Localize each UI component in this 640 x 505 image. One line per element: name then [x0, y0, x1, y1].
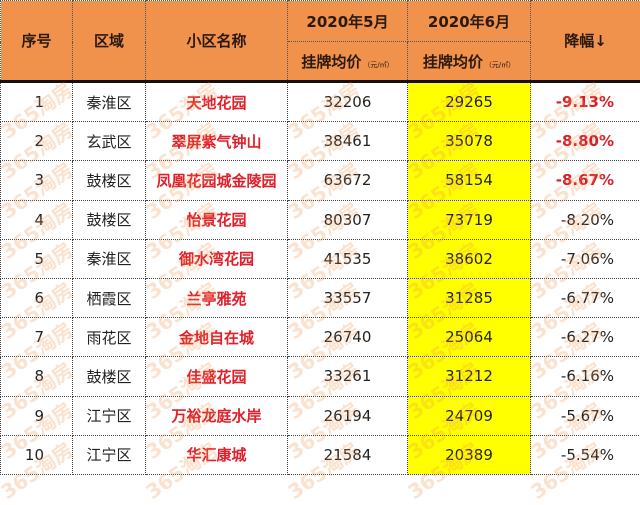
row-may-price: 33261 — [288, 357, 408, 396]
row-drop: -7.06% — [531, 239, 640, 278]
row-may-price: 26740 — [288, 318, 408, 357]
row-index: 1 — [1, 82, 73, 122]
row-index: 9 — [1, 396, 73, 435]
row-index: 8 — [1, 357, 73, 396]
row-may-price: 63672 — [288, 161, 408, 200]
row-community-name: 天地花园 — [146, 82, 288, 122]
header-community: 小区名称 — [146, 1, 288, 82]
row-district: 鼓楼区 — [73, 357, 146, 396]
header-district: 区域 — [73, 1, 146, 82]
row-drop: -6.16% — [531, 357, 640, 396]
row-index: 5 — [1, 239, 73, 278]
row-community-name: 怡景花园 — [146, 200, 288, 239]
row-drop: -6.77% — [531, 278, 640, 317]
row-june-price: 58154 — [408, 161, 531, 200]
row-community-name: 万裕龙庭水岸 — [146, 396, 288, 435]
row-district: 鼓楼区 — [73, 161, 146, 200]
price-label: 挂牌均价 — [301, 53, 361, 71]
row-drop: -8.67% — [531, 161, 640, 200]
row-june-price: 29265 — [408, 82, 531, 122]
header-may-price: 挂牌均价（元/㎡） — [288, 42, 408, 82]
row-index: 7 — [1, 318, 73, 357]
row-drop: -5.67% — [531, 396, 640, 435]
row-district: 鼓楼区 — [73, 200, 146, 239]
row-community-name: 兰亭雅苑 — [146, 278, 288, 317]
row-drop: -6.27% — [531, 318, 640, 357]
row-june-price: 73719 — [408, 200, 531, 239]
row-district: 江宁区 — [73, 396, 146, 435]
row-drop: -9.13% — [531, 82, 640, 122]
row-community-name: 御水湾花园 — [146, 239, 288, 278]
row-district: 栖霞区 — [73, 278, 146, 317]
header-drop: 降幅↓ — [531, 1, 640, 82]
row-drop: -5.54% — [531, 435, 640, 474]
price-drop-table: 序号 区域 小区名称 2020年5月 2020年6月 降幅↓ 挂牌均价（元/㎡）… — [0, 0, 640, 475]
row-community-name: 佳盛花园 — [146, 357, 288, 396]
row-may-price: 41535 — [288, 239, 408, 278]
header-june-price: 挂牌均价（元/㎡） — [408, 42, 531, 82]
row-community-name: 凤凰花园城金陵园 — [146, 161, 288, 200]
header-index: 序号 — [1, 1, 73, 82]
unit-label: （元/㎡） — [485, 61, 515, 69]
header-june: 2020年6月 — [408, 1, 531, 42]
row-index: 10 — [1, 435, 73, 474]
row-may-price: 38461 — [288, 122, 408, 161]
row-index: 3 — [1, 161, 73, 200]
row-district: 江宁区 — [73, 435, 146, 474]
row-june-price: 25064 — [408, 318, 531, 357]
row-district: 秦淮区 — [73, 239, 146, 278]
row-june-price: 31285 — [408, 278, 531, 317]
row-may-price: 80307 — [288, 200, 408, 239]
row-community-name: 金地自在城 — [146, 318, 288, 357]
row-index: 4 — [1, 200, 73, 239]
row-community-name: 翠屏紫气钟山 — [146, 122, 288, 161]
row-district: 玄武区 — [73, 122, 146, 161]
row-may-price: 32206 — [288, 82, 408, 122]
header-may: 2020年5月 — [288, 1, 408, 42]
row-district: 秦淮区 — [73, 82, 146, 122]
row-may-price: 33557 — [288, 278, 408, 317]
row-index: 6 — [1, 278, 73, 317]
row-community-name: 华汇康城 — [146, 435, 288, 474]
row-june-price: 20389 — [408, 435, 531, 474]
row-june-price: 31212 — [408, 357, 531, 396]
row-june-price: 38602 — [408, 239, 531, 278]
unit-label: （元/㎡） — [363, 61, 393, 69]
row-drop: -8.80% — [531, 122, 640, 161]
row-index: 2 — [1, 122, 73, 161]
row-district: 雨花区 — [73, 318, 146, 357]
row-june-price: 35078 — [408, 122, 531, 161]
row-may-price: 26194 — [288, 396, 408, 435]
price-label: 挂牌均价 — [423, 53, 483, 71]
row-drop: -8.20% — [531, 200, 640, 239]
row-june-price: 24709 — [408, 396, 531, 435]
row-may-price: 21584 — [288, 435, 408, 474]
